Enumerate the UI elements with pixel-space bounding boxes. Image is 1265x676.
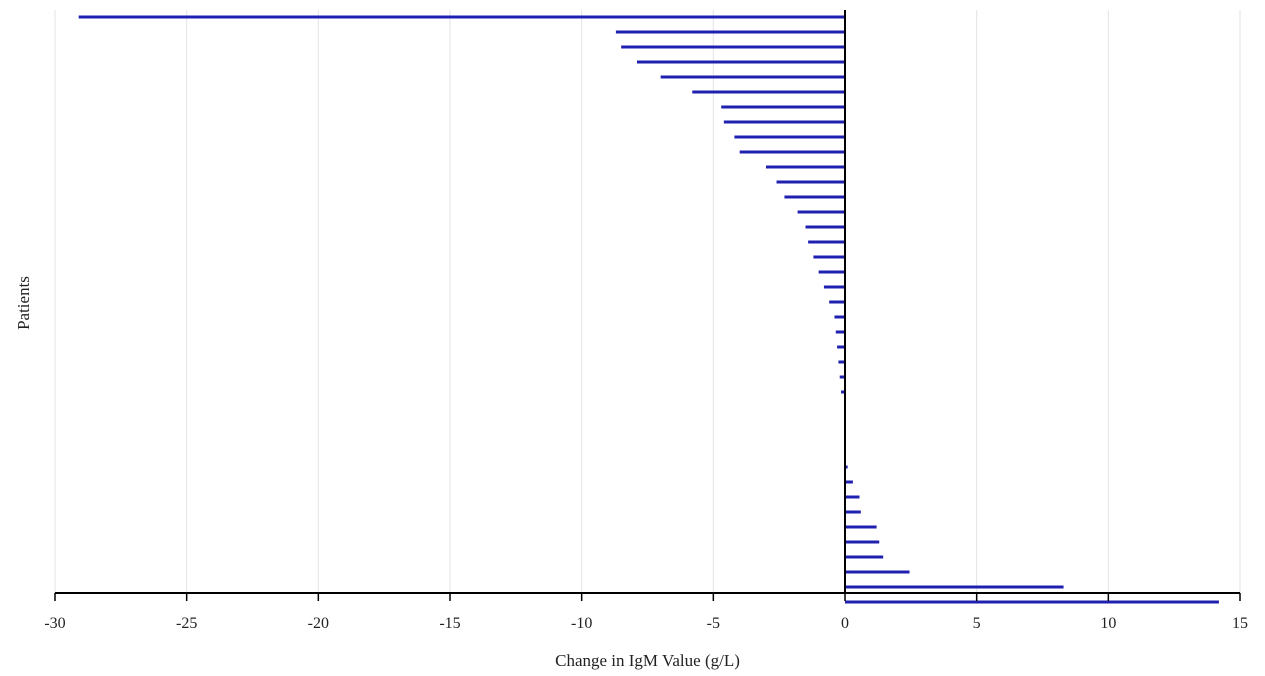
bar — [845, 600, 1219, 604]
bar — [835, 330, 845, 334]
bar — [723, 120, 845, 124]
bar — [837, 345, 845, 349]
x-tick-label: 15 — [1232, 615, 1248, 632]
bar — [78, 15, 845, 19]
axes — [55, 10, 1240, 594]
bar — [829, 300, 845, 304]
x-tick-label: -15 — [439, 615, 460, 632]
x-axis-label: Change in IgM Value (g/L) — [555, 651, 740, 670]
bar — [808, 240, 845, 244]
x-tick-label: 5 — [973, 615, 981, 632]
bar — [839, 375, 845, 379]
bar — [692, 90, 845, 94]
bars — [78, 15, 1219, 604]
bar — [845, 525, 877, 529]
bar — [845, 570, 910, 574]
bar — [845, 465, 848, 469]
bar — [813, 255, 845, 259]
x-ticks: -30 -25 -20 -15 -10 -5 0 5 10 15 — [44, 593, 1248, 632]
bar — [823, 285, 845, 289]
bar — [841, 390, 845, 394]
bar — [739, 150, 845, 154]
bar — [660, 75, 845, 79]
bar — [805, 225, 845, 229]
bar — [636, 60, 845, 64]
x-tick-label: 0 — [841, 615, 849, 632]
bar — [845, 555, 884, 559]
bar — [721, 105, 845, 109]
bar — [615, 30, 845, 34]
x-tick-label: -25 — [176, 615, 197, 632]
bar — [834, 315, 845, 319]
bar — [734, 135, 845, 139]
bar — [621, 45, 845, 49]
x-tick-label: -30 — [44, 615, 65, 632]
bar — [776, 180, 845, 184]
bar — [845, 540, 880, 544]
y-axis-label: Patients — [14, 276, 33, 330]
bar — [818, 270, 845, 274]
bar — [845, 480, 853, 484]
bar — [797, 210, 845, 214]
x-tick-label: 10 — [1100, 615, 1116, 632]
bar — [845, 585, 1064, 589]
bar — [784, 195, 845, 199]
bar — [766, 165, 845, 169]
x-tick-label: -20 — [308, 615, 329, 632]
x-tick-label: -5 — [707, 615, 720, 632]
bar — [838, 360, 845, 364]
x-tick-label: -10 — [571, 615, 592, 632]
bar — [845, 510, 861, 514]
bar — [845, 495, 860, 499]
gridlines — [54, 10, 1241, 593]
